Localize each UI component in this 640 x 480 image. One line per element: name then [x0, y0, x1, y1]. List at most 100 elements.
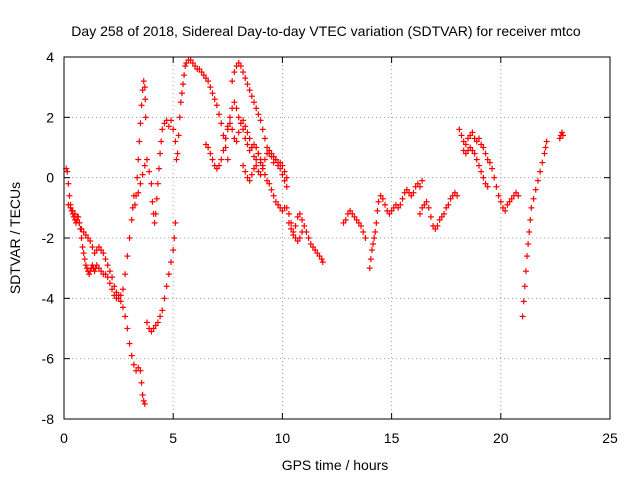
data-point [296, 210, 303, 217]
data-point [349, 210, 356, 217]
data-point [189, 60, 196, 67]
data-point [388, 207, 395, 214]
data-point [519, 313, 526, 320]
data-point [91, 250, 98, 257]
data-point [253, 105, 260, 112]
data-point [89, 244, 96, 251]
x-axis-label: GPS time / hours [282, 457, 389, 473]
data-point [231, 135, 238, 142]
data-point [292, 222, 299, 229]
data-point [154, 319, 161, 326]
data-point [86, 271, 93, 278]
data-point [484, 156, 491, 163]
data-point [178, 90, 185, 97]
data-point [534, 177, 541, 184]
data-point [141, 400, 148, 407]
data-point [527, 216, 534, 223]
data-point [502, 207, 509, 214]
data-point [79, 244, 86, 251]
data-point [168, 117, 175, 124]
data-point [264, 177, 271, 184]
data-point [460, 138, 467, 145]
data-point [285, 219, 292, 226]
data-point [80, 228, 87, 235]
data-point [484, 183, 491, 190]
data-point [226, 120, 233, 127]
data-point [122, 271, 129, 278]
y-tick-label: 0 [46, 170, 54, 186]
data-point [497, 198, 504, 205]
data-point [173, 156, 180, 163]
data-point [367, 256, 374, 263]
data-point [142, 114, 149, 121]
data-point [85, 235, 92, 241]
data-point [213, 165, 220, 172]
data-point [148, 328, 155, 335]
data-points [63, 57, 567, 407]
data-point [427, 213, 434, 220]
data-point [218, 156, 225, 163]
data-point [261, 171, 268, 178]
data-point [255, 111, 262, 118]
data-point [473, 138, 480, 145]
data-point [268, 150, 275, 157]
data-point [312, 247, 319, 254]
data-point [372, 228, 379, 235]
data-point [209, 90, 216, 97]
data-point [253, 162, 260, 169]
data-point [244, 129, 251, 136]
data-point [126, 340, 133, 347]
data-point [268, 186, 275, 193]
data-point [255, 150, 262, 157]
data-point [106, 280, 113, 287]
data-point [397, 201, 404, 208]
data-point [137, 367, 144, 374]
data-point [207, 150, 214, 157]
data-point [158, 138, 165, 145]
data-point [133, 192, 140, 199]
data-point [177, 99, 184, 106]
data-point [375, 198, 382, 205]
data-point [213, 102, 220, 109]
data-point [480, 174, 487, 181]
data-point [473, 156, 480, 163]
data-point [386, 210, 393, 217]
x-tick-label: 25 [602, 430, 618, 446]
y-tick-label: -4 [42, 290, 55, 306]
data-point [532, 186, 539, 193]
data-point [272, 198, 279, 205]
data-point [216, 162, 223, 169]
data-point [82, 231, 89, 238]
data-point [508, 195, 515, 202]
data-point [222, 135, 229, 142]
data-point [371, 235, 378, 241]
data-point [220, 132, 227, 139]
data-point [226, 114, 233, 121]
data-point [181, 72, 188, 79]
data-point [246, 87, 253, 94]
data-point [135, 364, 142, 371]
data-point [161, 295, 168, 302]
data-point [419, 204, 426, 211]
data-point [358, 222, 365, 229]
data-point [235, 129, 242, 136]
data-point [309, 244, 316, 251]
data-point [187, 57, 194, 64]
data-point [495, 192, 502, 199]
data-point [524, 253, 531, 260]
data-point [66, 192, 73, 199]
data-point [296, 235, 303, 241]
data-point [117, 298, 124, 305]
data-point [231, 99, 238, 106]
data-point [416, 210, 423, 217]
data-point [143, 156, 150, 163]
data-point [462, 141, 469, 148]
data-point [454, 192, 461, 199]
data-point [80, 250, 87, 257]
x-ticks: 0 5 10 15 20 25 [60, 57, 618, 446]
y-axis-label: SDTVAR / TECUs [7, 182, 23, 294]
data-point [486, 159, 493, 166]
data-point [537, 168, 544, 175]
data-point [198, 69, 205, 76]
data-point [78, 235, 85, 241]
